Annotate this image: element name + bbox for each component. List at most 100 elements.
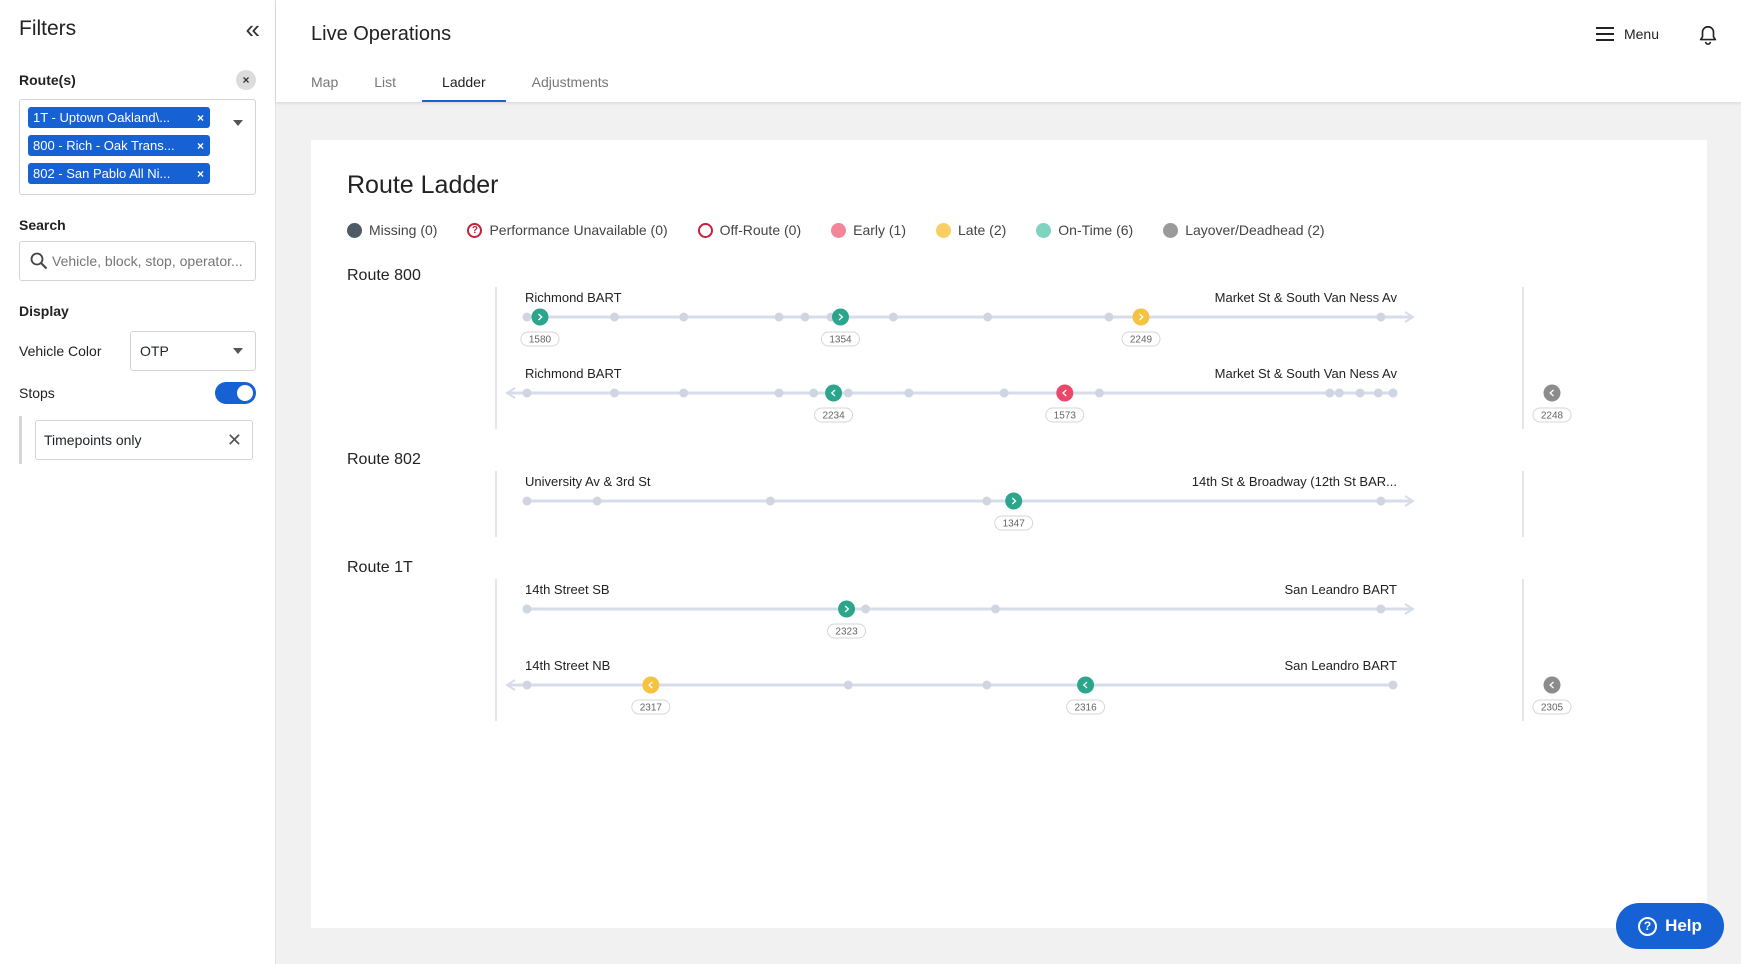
chevron-down-icon[interactable] <box>233 120 243 126</box>
collapse-sidebar-icon[interactable]: « <box>245 14 261 44</box>
vehicle-dot <box>825 384 843 402</box>
vehicle-color-row: Vehicle Color OTP <box>19 331 256 371</box>
stop-dot <box>592 496 602 506</box>
direction-end-label: Market St & South Van Ness Av <box>1215 290 1398 305</box>
stop-dot <box>774 312 784 322</box>
legend-label: Missing (0) <box>369 222 438 238</box>
stop-dot <box>679 312 689 322</box>
direction-start-label: Richmond BART <box>525 366 622 381</box>
vehicle-label-pill <box>1532 699 1572 715</box>
route-name: Route 1T <box>347 559 413 576</box>
stop-dot <box>982 496 992 506</box>
vehicle-label-pill <box>820 331 860 347</box>
stop-dot <box>1376 496 1386 506</box>
menu-label: Menu <box>1623 26 1659 42</box>
vehicle-marker[interactable]: 1573 <box>1045 384 1085 423</box>
route-ladder: Route 800 Richmond BART Market St & South … <box>347 267 1572 721</box>
stop-dot <box>1388 680 1398 690</box>
vehicle-marker[interactable]: 1580 <box>520 308 560 347</box>
clear-routes-icon[interactable]: × <box>236 70 256 90</box>
tab-map[interactable]: Map <box>311 74 339 90</box>
vehicle-marker[interactable]: 1347 <box>994 492 1034 531</box>
remove-chip-icon[interactable]: × <box>196 166 204 181</box>
route-ladder-card: Route Ladder Missing (0)? Performance Una… <box>311 140 1707 928</box>
top-header: Live Operations Map List Ladder Adjustme… <box>276 0 1741 102</box>
route-chip-802: 802 - San Pablo All Ni... × <box>28 163 210 184</box>
tab-adjustments[interactable]: Adjustments <box>531 74 609 90</box>
vehicle-label-pill <box>631 699 671 715</box>
display-label: Display <box>19 303 69 319</box>
tab-ladder[interactable]: Ladder <box>422 70 506 102</box>
legend-label: Layover/Deadhead (2) <box>1185 222 1325 238</box>
direction-start-label: 14th Street SB <box>525 582 610 597</box>
menu-button[interactable]: Menu <box>1595 26 1659 42</box>
vehicle-marker[interactable]: 2249 <box>1121 308 1161 347</box>
legend-marker-icon <box>697 222 713 238</box>
help-icon: ? <box>1638 916 1658 936</box>
search-icon <box>30 252 48 270</box>
vehicle-marker[interactable]: 2305 <box>1532 676 1572 715</box>
arrow-right-icon <box>1404 311 1415 323</box>
view-tabs: Map List Ladder Adjustments <box>301 70 635 102</box>
legend-item: On-Time (6) <box>1036 222 1133 238</box>
stop-dot <box>888 312 898 322</box>
route-name: Route 802 <box>347 451 421 468</box>
filters-title: Filters <box>19 17 77 40</box>
vehicle-dot <box>831 308 849 326</box>
vehicle-marker[interactable]: 1354 <box>820 308 860 347</box>
vehicle-label-pill <box>814 407 854 423</box>
vehicle-label: 2234 <box>822 411 845 422</box>
arrow-right-icon <box>1404 603 1415 615</box>
stop-dot <box>522 312 532 322</box>
stop-dot <box>1373 388 1383 398</box>
vehicle-label-pill <box>1121 331 1161 347</box>
help-button[interactable]: ? Help <box>1616 903 1724 949</box>
search-label: Search <box>19 217 66 233</box>
chevron-left-icon <box>1549 389 1554 397</box>
vehicle-marker[interactable]: 2234 <box>814 384 854 423</box>
stops-toggle[interactable] <box>215 382 256 404</box>
vehicle-label: 2317 <box>640 703 663 714</box>
stop-dot <box>999 388 1009 398</box>
search-field[interactable] <box>19 241 256 281</box>
vehicle-marker[interactable]: 2316 <box>1066 676 1106 715</box>
vehicle-marker[interactable]: 2317 <box>631 676 671 715</box>
status-legend: Missing (0)? Performance Unavailable (0) O… <box>347 222 1355 238</box>
tab-list[interactable]: List <box>374 74 397 90</box>
routes-label: Route(s) <box>19 72 76 88</box>
help-label: Help <box>1665 916 1702 935</box>
bell-icon[interactable] <box>1697 24 1719 46</box>
chevron-left-icon <box>648 681 653 689</box>
direction-end-label: San Leandro BART <box>1285 658 1398 673</box>
clear-stops-filter-icon[interactable]: ✕ <box>226 429 242 450</box>
legend-item: Layover/Deadhead (2) <box>1163 222 1325 238</box>
stop-dot <box>809 388 819 398</box>
remove-chip-icon[interactable]: × <box>196 138 204 153</box>
stops-label: Stops <box>19 385 55 401</box>
vehicle-label: 1354 <box>829 335 852 346</box>
route-chip-label: 802 - San Pablo All Ni... <box>33 166 171 181</box>
remove-chip-icon[interactable]: × <box>196 110 204 125</box>
vehicle-marker[interactable]: 2323 <box>827 600 867 639</box>
legend-marker-icon: ? <box>467 222 483 238</box>
legend-label: On-Time (6) <box>1058 222 1134 238</box>
vehicle-label-pill <box>1045 407 1085 423</box>
arrow-right-icon <box>1404 495 1415 507</box>
search-input[interactable] <box>52 253 242 269</box>
route-chip-label: 1T - Uptown Oakland\... <box>33 110 171 125</box>
chevron-right-icon <box>844 605 850 613</box>
route-select[interactable]: 1T - Uptown Oakland\... × 800 - Rich - O… <box>19 99 256 195</box>
stop-dot <box>609 312 619 322</box>
vehicle-dot <box>531 308 549 326</box>
chevron-right-icon <box>838 313 844 321</box>
vehicle-label-pill <box>827 623 867 639</box>
chevron-left-icon <box>1082 681 1088 689</box>
vehicle-color-select[interactable]: OTP <box>130 331 256 371</box>
vehicle-dot <box>1077 676 1095 694</box>
legend-marker-icon <box>1163 222 1179 238</box>
stop-dot <box>765 496 775 506</box>
stop-dot <box>800 312 810 322</box>
vehicle-marker[interactable]: 2248 <box>1532 384 1572 423</box>
vehicle-dot <box>1056 384 1074 402</box>
stops-filter-select[interactable]: Timepoints only ✕ <box>35 420 253 460</box>
